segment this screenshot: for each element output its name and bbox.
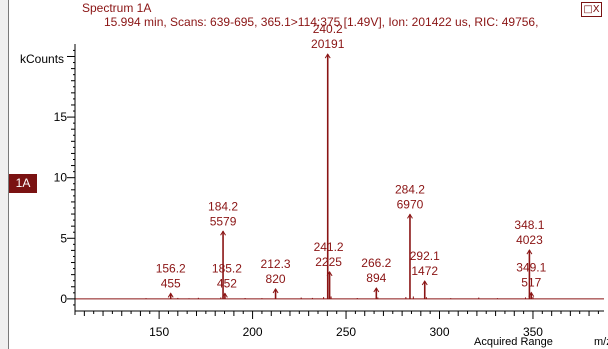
y-axis-label: kCounts [20,52,65,66]
spectrum-info: 15.994 min, Scans: 639-695, 365.1>114:37… [104,15,539,29]
peak-intensity-label: 452 [217,276,237,290]
peak-marker [326,270,333,277]
peak-marker [324,53,331,59]
window-left-frame [0,0,8,349]
y-tick-label: 10 [54,171,68,185]
peak-intensity-label: 455 [161,276,181,290]
peak-mz-label: 348.1 [514,218,544,232]
peak-marker [221,292,228,298]
peak-marker [407,213,413,219]
peak-mz-label: 241.2 [314,240,344,254]
peak-mz-label: 292.1 [410,249,440,263]
peak-intensity-label: 6970 [397,197,424,211]
x-tick-label: 250 [336,325,356,339]
peak-marker [220,230,226,236]
peak-intensity-label: 4023 [516,233,543,247]
window-left-border [8,0,9,349]
peak-intensity-label: 820 [266,272,286,286]
x-tick-label: 200 [243,325,263,339]
spectrum-title: Spectrum 1A [82,1,152,15]
peak-intensity-label: 517 [521,276,541,290]
peak-intensity-label: 20191 [311,37,345,51]
peak-mz-label: 240.2 [313,22,343,36]
x-tick-label: 300 [429,325,449,339]
axis-layer: 0 5 10 15 150 200 250 300 350 [54,44,604,339]
peaks-layer [75,53,604,300]
acquired-range-label: Acquired Range [474,336,553,348]
y-tick-label: 15 [54,110,68,124]
peak-marker [526,249,533,255]
peak-mz-label: 349.1 [516,261,546,275]
y-tick-label: 5 [60,231,67,245]
y-tick-label: 0 [60,292,67,306]
peak-marker [421,280,428,286]
peak-intensity-label: 5579 [210,214,237,228]
peak-mz-label: 284.2 [395,182,425,196]
peak-mz-label: 184.2 [208,199,238,213]
peak-mz-label: 185.2 [212,261,242,275]
x-tick-label: 150 [149,325,169,339]
peak-intensity-label: 894 [366,271,386,285]
x-tick-label: 350 [523,325,543,339]
restore-close-button[interactable]: □X [581,2,602,17]
peak-mz-label: 266.2 [361,256,391,270]
peak-intensity-label: 2225 [315,255,342,269]
x-axis-label: m/z [594,336,608,348]
peak-marker [373,287,380,293]
peak-mz-label: 212.3 [261,257,291,271]
peak-mz-label: 156.2 [156,261,186,275]
peak-intensity-label: 1472 [411,264,438,278]
tab-1a[interactable]: 1A [9,174,37,193]
peak-marker [272,287,279,294]
peak-marker [528,291,535,297]
peak-marker [167,292,174,298]
